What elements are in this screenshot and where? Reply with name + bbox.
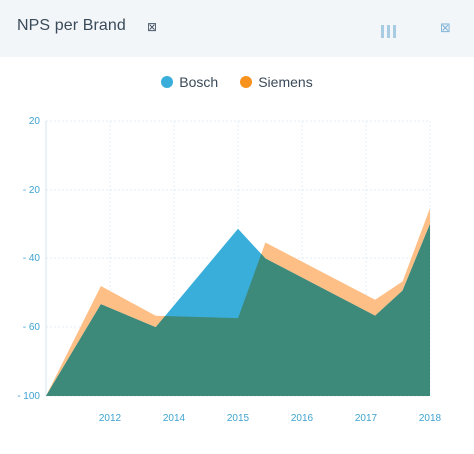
y-tick-label: - 100 — [17, 391, 40, 402]
legend-label-bosch: Bosch — [179, 74, 219, 90]
x-tick-label: 2012 — [99, 413, 122, 424]
y-tick-label: - 20 — [23, 185, 41, 196]
bar-line — [381, 25, 384, 38]
legend-dot-siemens — [240, 76, 253, 88]
close-icon[interactable]: ⊠ — [440, 20, 451, 35]
bar-line — [393, 25, 396, 38]
x-tick-label: 2018 — [419, 413, 442, 424]
chart-title: NPS per Brand — [17, 17, 126, 34]
x-tick-label: 2014 — [163, 413, 186, 424]
x-tick-label: 2017 — [355, 413, 378, 424]
bar-line — [387, 25, 390, 38]
y-tick-label: 20 — [29, 116, 41, 127]
bars-icon[interactable] — [381, 25, 396, 38]
x-tick-label: 2016 — [291, 413, 314, 424]
chart-header: NPS per Brand ⊠ ⊠ — [0, 0, 474, 57]
legend-item-bosch[interactable]: Bosch — [161, 74, 218, 90]
legend-label-siemens: Siemens — [258, 74, 313, 90]
y-tick-label: - 40 — [23, 253, 41, 264]
x-tick-label: 2015 — [227, 413, 250, 424]
legend-dot-bosch — [161, 76, 174, 88]
y-tick-label: - 60 — [23, 322, 41, 333]
chart-legend: Bosch Siemens — [0, 74, 474, 90]
info-icon[interactable]: ⊠ — [147, 20, 158, 34]
legend-item-siemens[interactable]: Siemens — [240, 74, 313, 90]
